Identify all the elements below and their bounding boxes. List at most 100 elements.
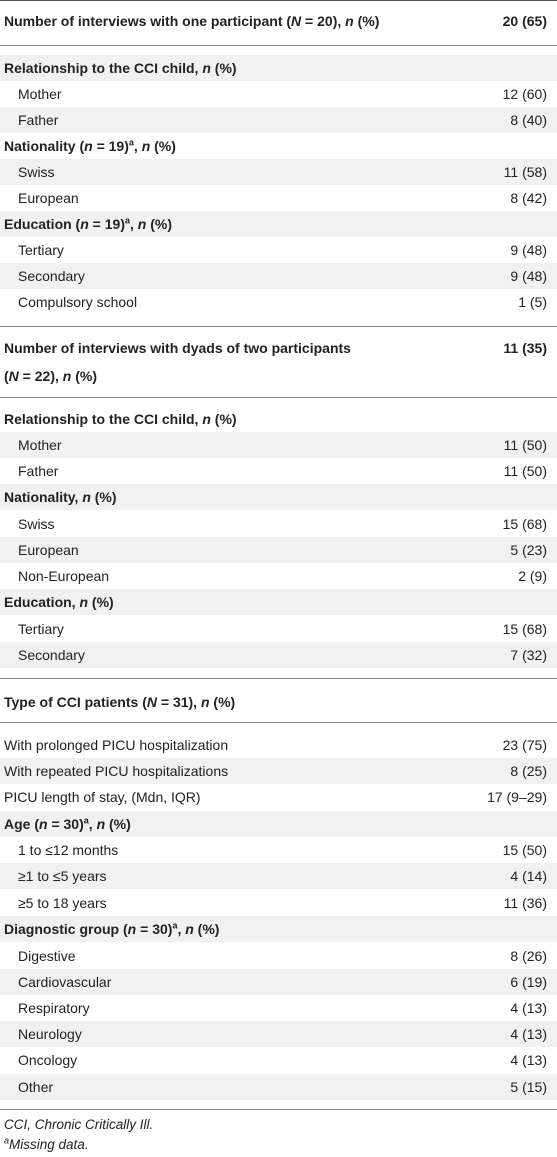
category-heading: Age (n = 30)a, n (%) <box>0 811 557 837</box>
category-heading: Education, n (%) <box>0 589 557 615</box>
row-value: 6 (19) <box>510 974 547 990</box>
table-row: ≥5 to 18 years 11 (36) <box>0 890 557 916</box>
table-row: European 8 (42) <box>0 185 557 211</box>
row-value: 20 (65) <box>502 13 547 29</box>
row-label: Number of interviews with dyads of two p… <box>4 340 351 356</box>
table-rule <box>0 0 557 1</box>
row-value: 15 (68) <box>502 621 547 637</box>
category-heading: Relationship to the CCI child, n (%) <box>0 55 557 81</box>
row-label: Tertiary <box>18 621 64 637</box>
row-label: Education, n (%) <box>4 594 114 610</box>
footnote-missing-data: aMissing data. <box>4 1135 89 1154</box>
section-header-dyads: Number of interviews with dyads of two p… <box>0 334 557 390</box>
table-row: Tertiary 9 (48) <box>0 237 557 263</box>
table-rule <box>0 45 557 46</box>
row-label: Swiss <box>18 516 55 532</box>
table-row: Cardiovascular 6 (19) <box>0 969 557 995</box>
row-label: (N = 22), n (%) <box>4 368 97 384</box>
row-value: 11 (35) <box>503 340 547 356</box>
row-label: Respiratory <box>18 1000 90 1016</box>
row-label: ≥1 to ≤5 years <box>18 868 107 884</box>
footnote-abbreviation: CCI, Chronic Critically Ill. <box>4 1117 154 1132</box>
row-label: Mother <box>18 437 62 453</box>
row-label: 1 to ≤12 months <box>18 842 119 858</box>
table-row: With repeated PICU hospitalizations 8 (2… <box>0 758 557 784</box>
table-row: European 5 (23) <box>0 537 557 563</box>
row-value: 4 (13) <box>510 1026 547 1042</box>
row-value: 23 (75) <box>502 737 547 753</box>
table-rule <box>0 1109 557 1110</box>
row-label: Swiss <box>18 164 55 180</box>
row-label: Age (n = 30)a, n (%) <box>4 815 131 832</box>
row-value: 1 (5) <box>518 294 547 310</box>
row-value: 15 (68) <box>502 516 547 532</box>
row-label: Secondary <box>18 268 85 284</box>
row-value: 11 (36) <box>503 895 547 911</box>
row-label: Father <box>18 112 59 128</box>
row-label: Diagnostic group (n = 30)a, n (%) <box>4 920 220 937</box>
table-row: Compulsory school 1 (5) <box>0 289 557 315</box>
row-label: Digestive <box>18 948 76 964</box>
row-label: Cardiovascular <box>18 974 112 990</box>
table-row: Secondary 9 (48) <box>0 263 557 289</box>
row-value: 12 (60) <box>502 86 547 102</box>
row-value: 4 (14) <box>510 868 547 884</box>
row-label: With prolonged PICU hospitalization <box>4 737 229 753</box>
row-value: 8 (25) <box>510 763 547 779</box>
row-value: 2 (9) <box>518 568 547 584</box>
row-value: 15 (50) <box>502 842 547 858</box>
footnote-text: Missing data. <box>9 1137 89 1152</box>
category-heading: Diagnostic group (n = 30)a, n (%) <box>0 916 557 942</box>
row-value: 17 (9–29) <box>487 789 547 805</box>
row-value: 11 (50) <box>503 463 547 479</box>
table-row: Mother 11 (50) <box>0 432 557 458</box>
table-row: Respiratory 4 (13) <box>0 995 557 1021</box>
table-row: 1 to ≤12 months 15 (50) <box>0 837 557 863</box>
row-label: Education (n = 19)a, n (%) <box>4 215 173 232</box>
category-heading: Relationship to the CCI child, n (%) <box>0 406 557 432</box>
table-row: Mother 12 (60) <box>0 81 557 107</box>
table-row: Swiss 15 (68) <box>0 511 557 537</box>
section-header-one-participant: Number of interviews with one participan… <box>0 8 557 34</box>
table-row: Swiss 11 (58) <box>0 159 557 185</box>
footnote-marker: a <box>4 1135 10 1146</box>
row-value: 11 (50) <box>503 437 547 453</box>
table-row: PICU length of stay, (Mdn, IQR) 17 (9–29… <box>0 784 557 810</box>
row-value: 11 (58) <box>503 164 547 180</box>
row-value: 9 (48) <box>510 268 547 284</box>
row-value: 9 (48) <box>510 242 547 258</box>
table-row: Non-European 2 (9) <box>0 563 557 589</box>
row-value: 4 (13) <box>510 1052 547 1068</box>
row-label: Nationality, n (%) <box>4 489 117 505</box>
row-value: 8 (26) <box>510 948 547 964</box>
row-label: Type of CCI patients (N = 31), n (%) <box>4 694 236 710</box>
row-label: Compulsory school <box>18 294 138 310</box>
table-row: Secondary 7 (32) <box>0 642 557 668</box>
row-value: 5 (15) <box>510 1079 547 1095</box>
row-value: 5 (23) <box>510 542 547 558</box>
table-row: Neurology 4 (13) <box>0 1021 557 1047</box>
row-label: Father <box>18 463 59 479</box>
row-label: Neurology <box>18 1026 82 1042</box>
section-header-cci-patients: Type of CCI patients (N = 31), n (%) <box>0 689 557 715</box>
table-rule <box>0 722 557 723</box>
row-label: Relationship to the CCI child, n (%) <box>4 411 237 427</box>
row-label: Number of interviews with one participan… <box>4 13 380 29</box>
table-row: ≥1 to ≤5 years 4 (14) <box>0 863 557 889</box>
row-label: Secondary <box>18 647 85 663</box>
table-rule <box>0 397 557 398</box>
table-row: Father 8 (40) <box>0 107 557 133</box>
table-row: With prolonged PICU hospitalization 23 (… <box>0 732 557 758</box>
row-label: With repeated PICU hospitalizations <box>4 763 229 779</box>
row-value: 4 (13) <box>510 1000 547 1016</box>
table-row: Tertiary 15 (68) <box>0 616 557 642</box>
table-rule <box>0 678 557 679</box>
row-label: European <box>18 542 79 558</box>
row-label: Non-European <box>18 568 110 584</box>
category-heading: Nationality, n (%) <box>0 484 557 510</box>
row-label: European <box>18 190 79 206</box>
table-row: Digestive 8 (26) <box>0 943 557 969</box>
row-label: Other <box>18 1079 54 1095</box>
table-row: Oncology 4 (13) <box>0 1047 557 1073</box>
table-row: Other 5 (15) <box>0 1074 557 1100</box>
